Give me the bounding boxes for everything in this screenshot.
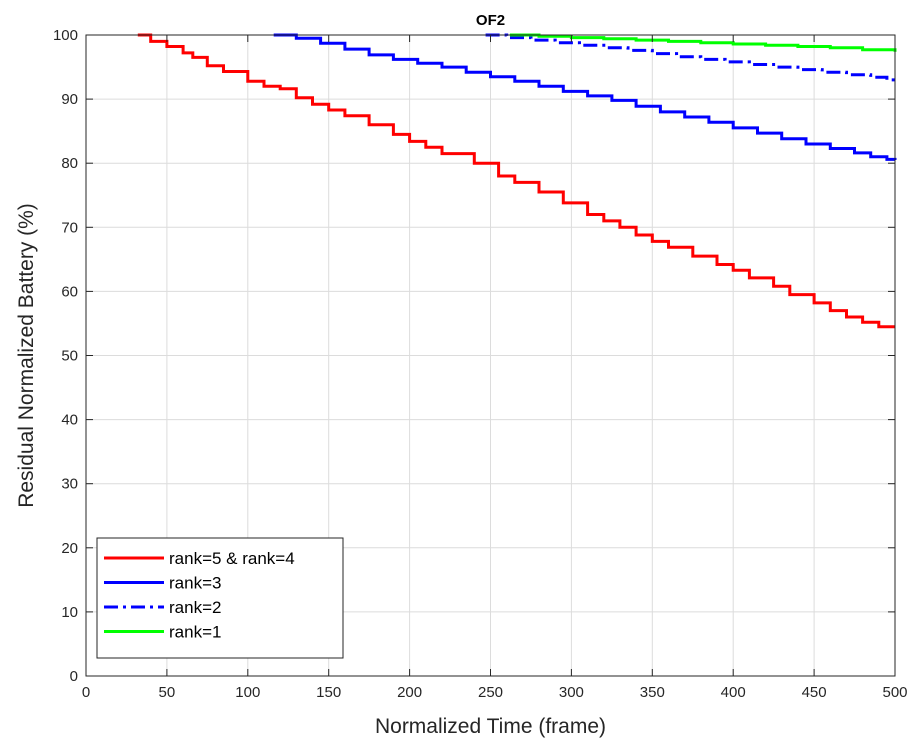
legend-label-3: rank=2 [169,598,221,617]
legend-label-2: rank=3 [169,574,221,593]
ticks [85,34,896,677]
legend-label-1: rank=5 & rank=4 [169,549,295,568]
y-tick-label: 50 [61,348,78,365]
x-tick-label: 50 [159,684,176,701]
x-tick-label: 400 [721,684,746,701]
y-tick-label: 20 [61,540,78,557]
series-line-2 [273,33,897,161]
x-tick-label: 300 [559,684,584,701]
x-tick-label: 350 [640,684,665,701]
x-tick-label: 200 [397,684,422,701]
y-tick-label: 30 [61,476,78,493]
tick-labels: 0 50 100 150 200 250 300 350 400 450 500 0 10 20 30 40 5… [53,27,908,701]
y-tick-label: 90 [61,91,78,108]
x-tick-label: 0 [82,684,90,701]
y-tick-label: 100 [53,27,78,44]
y-tick-label: 10 [61,604,78,621]
y-tick-label: 60 [61,283,78,300]
y-tick-label: 40 [61,412,78,429]
x-tick-label: 150 [316,684,341,701]
x-axis-label: Normalized Time (frame) [375,715,606,738]
x-tick-label: 500 [882,684,907,701]
chart-title: OF2 [476,12,505,29]
y-tick-label: 70 [61,219,78,236]
x-tick-label: 450 [802,684,827,701]
y-tick-label: 0 [70,668,78,685]
y-axis-label: Residual Normalized Battery (%) [15,203,38,508]
y-tick-label: 80 [61,155,78,172]
x-tick-label: 250 [478,684,503,701]
x-tick-label: 100 [235,684,260,701]
series-line-1 [137,33,895,329]
legend-label-4: rank=1 [169,623,221,642]
legend: rank=5 & rank=4 rank=3 rank=2 rank=1 [96,537,344,659]
